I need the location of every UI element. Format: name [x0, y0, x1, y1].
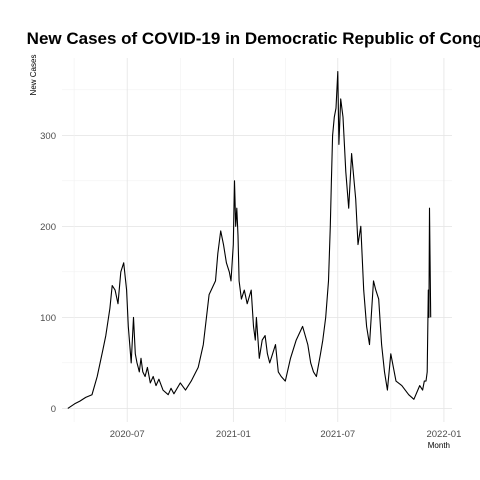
y-tick-label: 100	[40, 313, 56, 324]
x-tick-label: 2020-07	[110, 429, 145, 440]
x-axis-ticks: 2020-07 2021-01 2021-07 2022-01	[110, 429, 462, 440]
y-axis-ticks: 0 100 200 300	[40, 131, 56, 415]
x-tick-label: 2021-07	[320, 429, 355, 440]
x-tick-label: 2021-01	[216, 429, 251, 440]
x-tick-label: 2022-01	[426, 429, 461, 440]
series-line-new-cases	[67, 71, 432, 409]
y-tick-label: 0	[51, 404, 56, 415]
y-tick-label: 300	[40, 131, 56, 142]
grid-lines	[62, 58, 452, 422]
series-layer	[67, 71, 432, 409]
y-axis-label: New Cases	[29, 55, 38, 96]
x-axis-label: Month	[428, 441, 450, 450]
chart-title: New Cases of COVID-19 in Democratic Repu…	[27, 29, 480, 48]
y-tick-label: 200	[40, 222, 56, 233]
